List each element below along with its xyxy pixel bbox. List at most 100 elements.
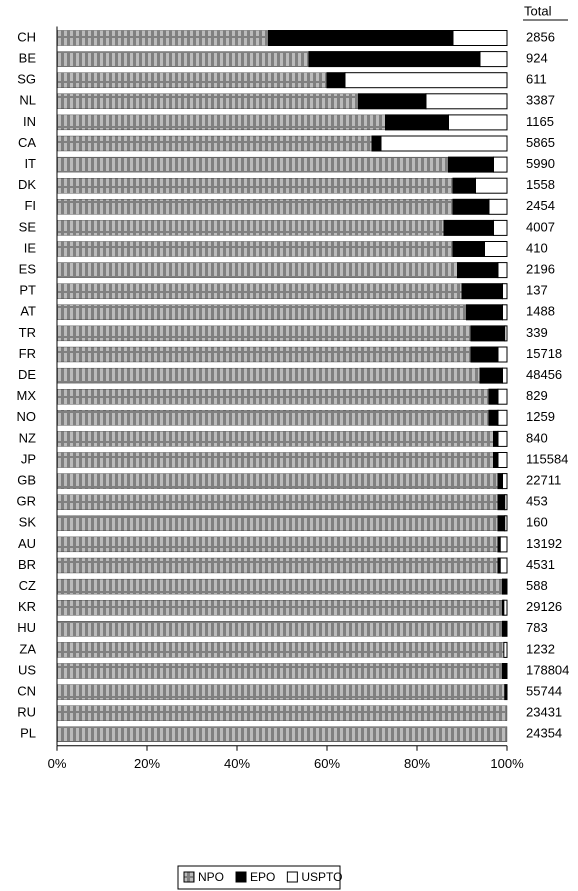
- total-label: 588: [526, 578, 548, 593]
- total-label: 24354: [526, 726, 562, 741]
- legend-box: [177, 865, 341, 890]
- y-tick-label: SE: [19, 219, 37, 234]
- legend-swatch: [183, 871, 195, 883]
- y-tick-label: GB: [17, 473, 36, 488]
- bar-segment: [56, 346, 472, 363]
- bar-segment: [475, 177, 508, 194]
- bar-segment: [452, 30, 508, 46]
- bar-segment: [56, 389, 490, 405]
- y-tick-label: KR: [18, 599, 36, 614]
- total-label: 1558: [526, 177, 555, 192]
- bar-segment: [502, 283, 508, 300]
- bar-segment: [371, 135, 382, 152]
- bar-segment: [479, 51, 508, 68]
- total-label: 55744: [526, 684, 562, 699]
- y-tick-label: AT: [20, 304, 36, 319]
- bar-segment: [497, 430, 508, 447]
- bar-segment: [497, 346, 508, 363]
- bar-segment: [56, 621, 503, 637]
- bar-segment: [56, 473, 499, 489]
- bar-segment: [493, 430, 499, 447]
- bar-segment: [497, 473, 503, 490]
- total-label: 453: [526, 494, 548, 509]
- bar-segment: [503, 641, 508, 658]
- bar-segment: [56, 114, 386, 131]
- bar-segment: [499, 536, 508, 553]
- bar-segment: [466, 304, 503, 321]
- bar-segment: [493, 156, 508, 173]
- bar-segment: [56, 705, 508, 721]
- legend-label: NPO: [198, 870, 224, 884]
- bar-segment: [452, 241, 485, 257]
- y-tick-label: FI: [24, 198, 36, 213]
- y-tick-label: TR: [19, 325, 36, 340]
- bar-segment: [56, 515, 499, 531]
- y-tick-label: MX: [17, 388, 37, 403]
- total-label: 5865: [526, 135, 555, 150]
- total-label: 611: [526, 72, 547, 87]
- y-tick-label: ZA: [19, 641, 36, 656]
- y-tick-label: SG: [17, 72, 36, 87]
- bar-segment: [344, 72, 508, 89]
- y-tick-label: SK: [19, 515, 37, 530]
- bar-segment: [452, 198, 490, 215]
- total-label: 178804: [526, 662, 569, 677]
- bar-segment: [461, 283, 503, 300]
- bar-segment: [502, 473, 508, 490]
- y-tick-label: CH: [17, 29, 36, 44]
- y-tick-label: IE: [24, 240, 37, 255]
- bar-segment: [504, 494, 508, 511]
- y-tick-label: FR: [19, 346, 36, 361]
- bar-segment: [502, 304, 508, 321]
- bar-segment: [488, 198, 508, 215]
- total-label: 13192: [526, 536, 562, 551]
- y-tick-label: PL: [20, 726, 36, 741]
- bar-segment: [488, 409, 499, 426]
- bar-segment: [499, 557, 508, 574]
- y-tick-label: AU: [18, 536, 36, 551]
- x-tick-label: 100%: [490, 756, 524, 771]
- total-label: 1232: [526, 641, 555, 656]
- bar-segment: [268, 30, 454, 46]
- bar-segment: [326, 72, 346, 89]
- bar-segment: [56, 367, 481, 384]
- bar-segment: [470, 325, 506, 342]
- bar-segment: [56, 72, 328, 88]
- bar-segment: [56, 663, 503, 679]
- bar-segment: [56, 51, 310, 67]
- bar-segment: [448, 114, 508, 131]
- totals-header: Total: [524, 3, 552, 18]
- total-label: 2196: [526, 262, 555, 277]
- y-tick-label: GR: [17, 494, 37, 509]
- y-tick-label: BR: [18, 557, 36, 572]
- bar-segment: [452, 177, 476, 194]
- bar-segment: [56, 642, 505, 658]
- bar-segment: [380, 135, 508, 152]
- bar-segment: [503, 599, 508, 616]
- y-tick-label: DE: [18, 367, 36, 382]
- bar-segment: [457, 262, 499, 279]
- bar-segment: [56, 178, 454, 194]
- bar-segment: [497, 388, 508, 405]
- total-label: 22711: [526, 473, 561, 488]
- y-tick-label: NO: [17, 409, 37, 424]
- total-label: 3387: [526, 93, 555, 108]
- total-label: 4007: [526, 219, 555, 234]
- bar-segment: [56, 135, 373, 152]
- y-tick-label: HU: [17, 620, 36, 635]
- bar-segment: [425, 93, 508, 110]
- bar-segment: [385, 114, 449, 131]
- bar-segment: [497, 494, 506, 511]
- y-tick-label: NZ: [19, 430, 36, 445]
- bar-segment: [443, 219, 494, 236]
- bar-segment: [504, 325, 508, 342]
- y-tick-label: RU: [17, 705, 36, 720]
- x-tick-label: 60%: [314, 756, 340, 771]
- total-label: 115584: [526, 451, 568, 466]
- total-label: 1259: [526, 409, 555, 424]
- total-label: 160: [526, 515, 548, 530]
- total-label: 924: [526, 51, 548, 66]
- bar-segment: [56, 410, 490, 426]
- x-tick-label: 40%: [224, 756, 250, 771]
